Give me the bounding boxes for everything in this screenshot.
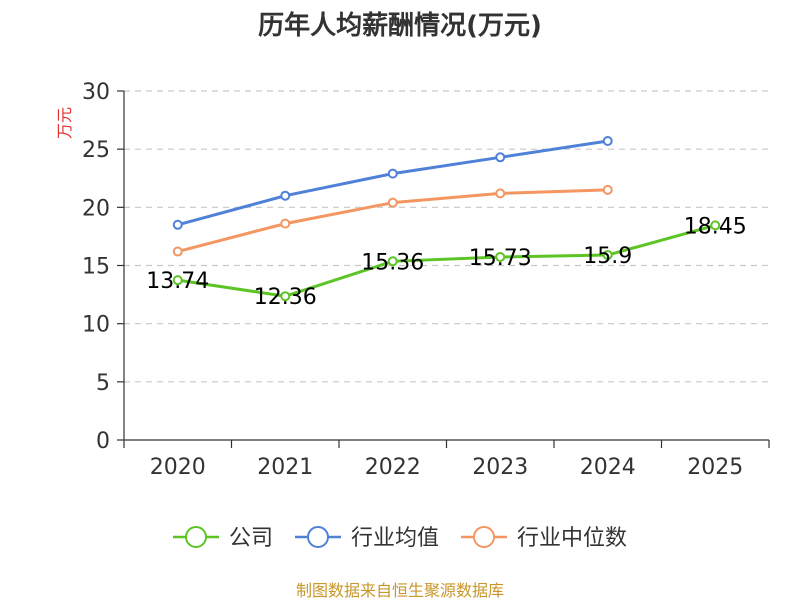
point-1-2023 [495, 152, 506, 163]
y-tick-label-25: 25 [82, 138, 110, 163]
point-1-2022 [387, 168, 398, 179]
legend-item-1: 行业均值 [295, 526, 439, 551]
chart-title: 历年人均薪酬情况(万元) [258, 10, 542, 41]
legend-marker-1 [307, 526, 329, 548]
y-tick-label-30: 30 [82, 80, 110, 105]
data-labels: 13.74 12.36 15.36 15.73 15.9 18.45 [146, 214, 746, 310]
point-1-2021 [280, 190, 291, 201]
point-2-2020 [172, 246, 183, 257]
data-label-2023: 15.73 [469, 246, 532, 271]
data-label-2025: 18.45 [684, 214, 747, 239]
point-2-2024 [602, 184, 613, 195]
x-tick-label-2020: 2020 [150, 455, 206, 480]
y-axis-label: 万元 [55, 107, 74, 139]
point-2-2023 [495, 188, 506, 199]
legend-label-2: 行业中位数 [517, 526, 627, 551]
y-tick-label-20: 20 [82, 196, 110, 221]
x-tick-label-2022: 2022 [365, 455, 421, 480]
point-0-2023 [495, 252, 506, 263]
point-0-2020 [172, 275, 183, 286]
data-label-2024: 15.9 [583, 244, 632, 269]
point-0-2022 [387, 256, 398, 267]
y-tick-label-0: 0 [96, 429, 110, 454]
point-2-2021 [280, 218, 291, 229]
point-2-2022 [387, 197, 398, 208]
series [172, 136, 721, 302]
y-tick-label-10: 10 [82, 313, 110, 338]
data-label-2021: 12.36 [254, 285, 317, 310]
x-tick-label-2021: 2021 [257, 455, 313, 480]
point-1-2020 [172, 219, 183, 230]
source-note: 制图数据来自恒生聚源数据库 [296, 581, 504, 600]
point-0-2024 [602, 250, 613, 261]
data-label-2022: 15.36 [361, 250, 424, 275]
data-label-2020: 13.74 [146, 269, 209, 294]
grid [124, 90, 769, 383]
legend-label-0: 公司 [229, 526, 273, 551]
x-tick-label-2025: 2025 [687, 455, 743, 480]
x-tick-label-2024: 2024 [580, 455, 636, 480]
y-tick-label-5: 5 [96, 371, 110, 396]
point-0-2021 [280, 291, 291, 302]
x-tick-label-2023: 2023 [472, 455, 528, 480]
legend-item-2: 行业中位数 [461, 526, 627, 551]
y-tick-label-15: 15 [82, 255, 110, 280]
point-1-2024 [602, 136, 613, 147]
series-line-1 [177, 139, 608, 227]
point-0-2025 [710, 220, 721, 231]
series-line-0 [177, 223, 716, 298]
legend-item-0: 公司 [173, 526, 273, 551]
legend-marker-0 [185, 526, 207, 548]
legend: 公司 行业均值 行业中位数 [173, 526, 627, 551]
legend-label-1: 行业均值 [351, 526, 439, 551]
legend-marker-2 [473, 526, 495, 548]
